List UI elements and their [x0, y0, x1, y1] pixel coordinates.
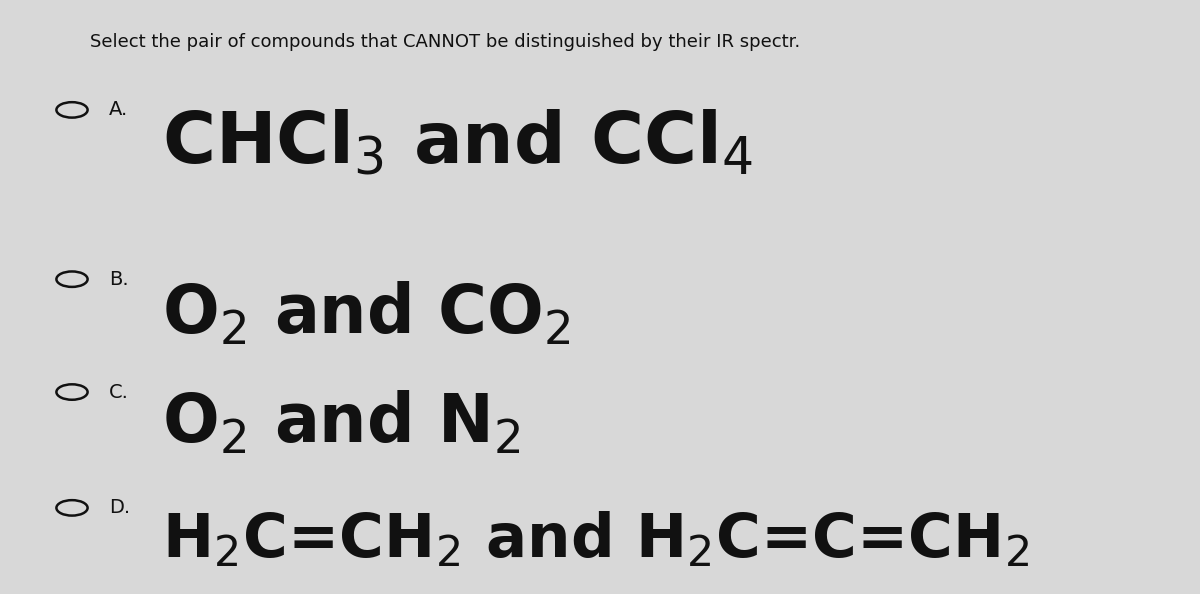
- Text: D.: D.: [109, 498, 131, 517]
- Text: B.: B.: [109, 270, 128, 289]
- Text: O$_2$ and CO$_2$: O$_2$ and CO$_2$: [162, 280, 570, 347]
- Text: O$_2$ and N$_2$: O$_2$ and N$_2$: [162, 390, 521, 457]
- Text: A.: A.: [109, 100, 128, 119]
- Text: Select the pair of compounds that CANNOT be distinguished by their IR spectr.: Select the pair of compounds that CANNOT…: [90, 33, 800, 50]
- Text: H$_2$C=CH$_2$ and H$_2$C=C=CH$_2$: H$_2$C=CH$_2$ and H$_2$C=C=CH$_2$: [162, 510, 1030, 570]
- Text: C.: C.: [109, 383, 130, 402]
- Text: CHCl$_3$ and CCl$_4$: CHCl$_3$ and CCl$_4$: [162, 108, 754, 178]
